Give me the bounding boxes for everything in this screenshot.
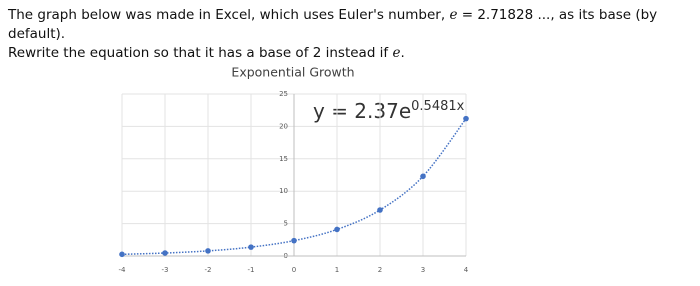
y-tick-label: 25 (279, 90, 288, 98)
y-tick-label: 20 (279, 122, 288, 130)
data-point (162, 250, 168, 256)
x-tick-label: 3 (421, 266, 425, 274)
text: = 2.71828 ..., as its base (by default). (8, 7, 658, 42)
y-tick-label: 10 (279, 187, 288, 195)
question-text: The graph below was made in Excel, which… (8, 6, 700, 63)
text: Rewrite the equation so that it has a ba… (8, 45, 393, 61)
text: . (400, 45, 405, 61)
data-point (377, 207, 383, 213)
x-tick-label: 2 (378, 266, 382, 274)
annotation-exponent: 0.5481x (411, 99, 464, 114)
x-tick-label: 4 (464, 266, 469, 274)
data-point (334, 226, 340, 233)
x-tick-label: 1 (335, 266, 339, 274)
annotation: y = 2.37e0.5481x (313, 99, 465, 123)
data-point (420, 173, 426, 180)
y-tick-label: 5 (284, 220, 288, 228)
x-tick-label: 0 (292, 266, 296, 274)
data-point (248, 244, 254, 250)
text-line: Rewrite the equation so that it has a ba… (8, 44, 700, 63)
data-point (463, 115, 469, 122)
data-point (119, 251, 125, 258)
data-point (205, 248, 211, 254)
text: The graph below was made in Excel, which… (8, 7, 450, 23)
x-tick-label: -3 (162, 266, 169, 274)
data-point (291, 237, 297, 244)
x-tick-label: -2 (205, 266, 212, 274)
text-line: The graph below was made in Excel, which… (8, 6, 700, 44)
text: e (449, 7, 458, 23)
annotation-text: y = 2.37e (313, 99, 411, 123)
chart-title: Exponential Growth (231, 65, 354, 80)
x-tick-label: -4 (119, 266, 127, 274)
y-tick-label: 15 (279, 155, 288, 163)
x-tick-label: -1 (248, 266, 255, 274)
text: e (392, 45, 401, 61)
